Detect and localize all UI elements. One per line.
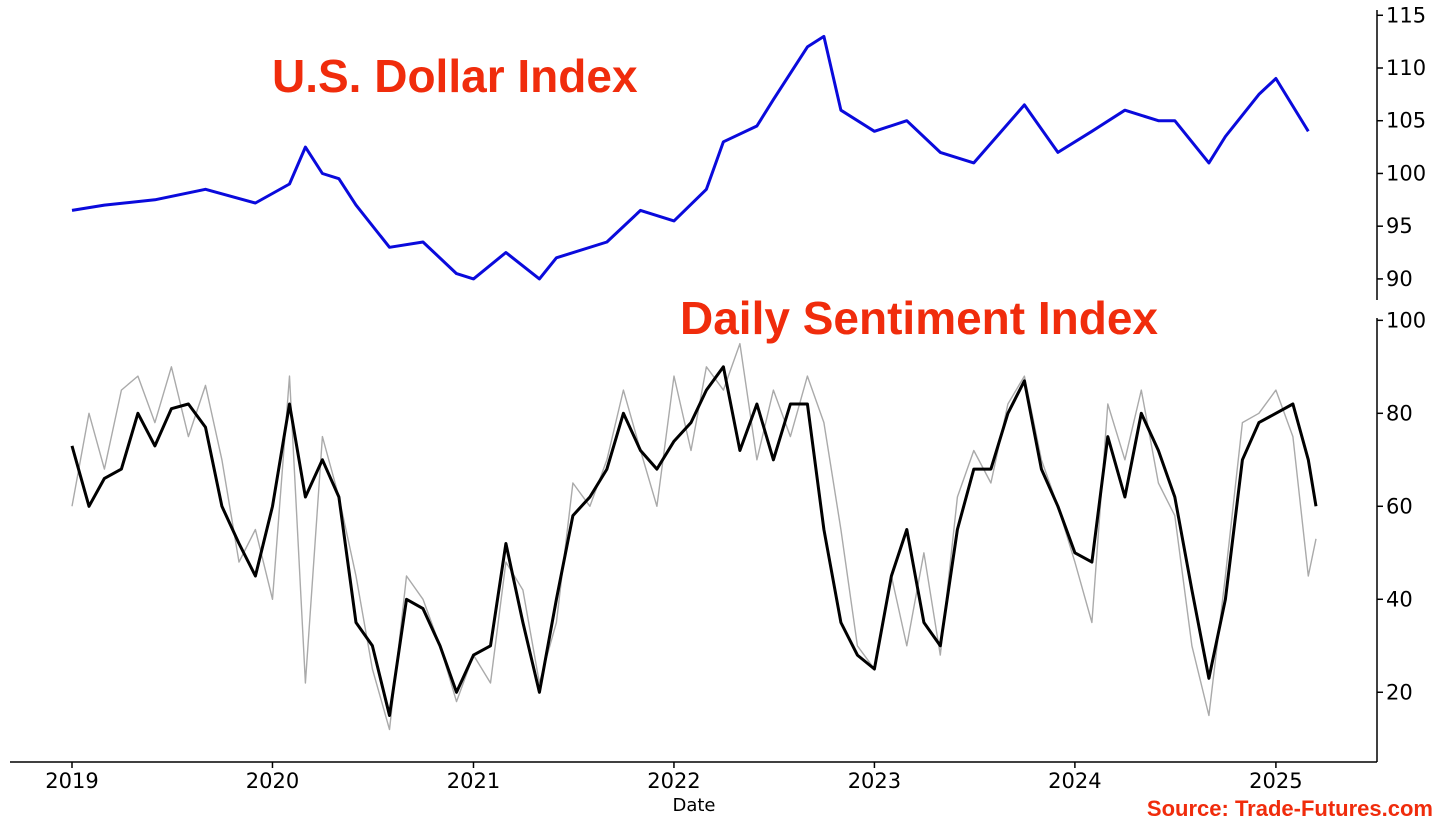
sentiment-index-y-tick-label: 60 <box>1386 494 1413 518</box>
sentiment-index-y-tick-label: 80 <box>1386 401 1413 425</box>
dollar-index-y-ticks: 90 95 100 105 110 115 <box>1377 3 1426 291</box>
x-axis-tick-label: 2024 <box>1048 769 1101 793</box>
source-note: Source: Trade-Futures.com <box>1147 796 1433 821</box>
dollar-index-title: U.S. Dollar Index <box>272 50 638 102</box>
sentiment-average-series-line <box>70 365 1318 717</box>
x-axis-tick-label: 2020 <box>246 769 299 793</box>
dollar-index-y-tick-label: 110 <box>1386 56 1426 80</box>
dollar-index-y-tick-label: 115 <box>1386 3 1426 27</box>
sentiment-index-y-tick-label: 20 <box>1386 680 1413 704</box>
x-axis-tick-label: 2021 <box>447 769 500 793</box>
x-axis-title: Date <box>672 795 715 816</box>
x-axis-tick-label: 2025 <box>1249 769 1302 793</box>
sentiment-index-title: Daily Sentiment Index <box>680 292 1158 344</box>
x-axis-tick-label: 2022 <box>647 769 700 793</box>
x-axis-ticks: 2019 2020 2021 2022 2023 2024 2025 <box>45 762 1303 793</box>
sentiment-index-y-tick-label: 40 <box>1386 587 1413 611</box>
dollar-index-series-line <box>71 34 1310 281</box>
sentiment-index-y-tick-label: 100 <box>1386 308 1426 332</box>
sentiment-raw-series-line <box>71 342 1317 731</box>
x-axis-tick-label: 2019 <box>45 769 98 793</box>
dollar-index-y-tick-label: 100 <box>1386 161 1426 185</box>
dollar-index-y-tick-label: 90 <box>1386 267 1413 291</box>
sentiment-index-y-ticks: 20 40 60 80 100 <box>1377 308 1426 704</box>
x-axis-tick-label: 2023 <box>848 769 901 793</box>
dollar-index-y-tick-label: 105 <box>1386 109 1426 133</box>
dollar-index-y-tick-label: 95 <box>1386 214 1413 238</box>
dollar-index-panel: U.S. Dollar Index 90 95 100 105 110 115 <box>71 3 1426 300</box>
